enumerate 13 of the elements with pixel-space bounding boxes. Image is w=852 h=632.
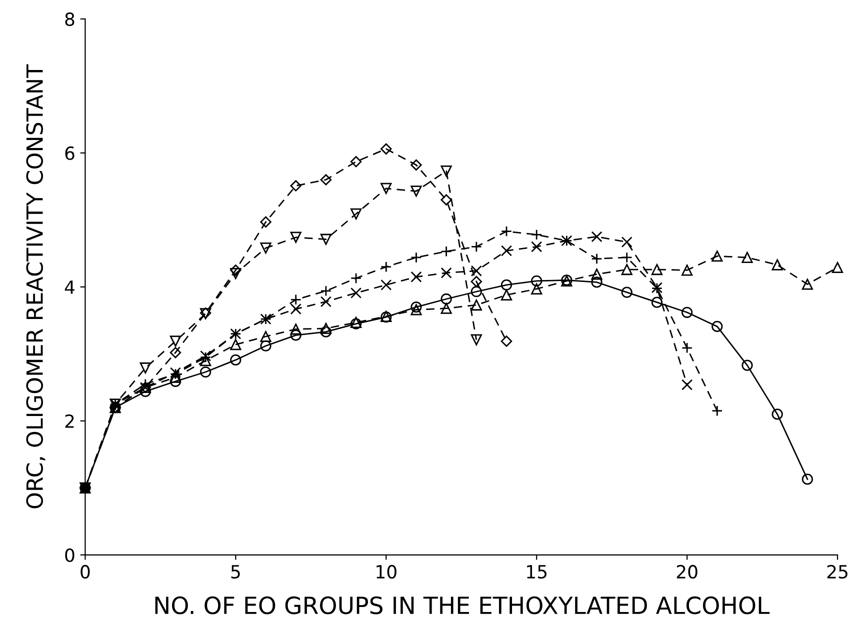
x-tick-label: 20 <box>676 564 698 579</box>
x-tick-label: 15 <box>527 565 546 579</box>
y-tick-label: 0 <box>65 548 74 562</box>
y-tick-label: 2 <box>65 414 74 428</box>
x-axis-title: NO. OF EO GROUPS IN THE ETHOXYLATED ALCOHOL <box>155 596 770 614</box>
y-tick-label: 6 <box>65 146 74 160</box>
y-tick-label: 8 <box>65 12 74 26</box>
x-tick-label: 0 <box>80 564 90 579</box>
y-axis-title: ORC, OLIGOMER REACTIVITY CONSTANT <box>26 64 46 508</box>
x-tick-label: 5 <box>231 565 240 579</box>
x-tick-label: 25 <box>827 564 848 579</box>
x-tick-label: 10 <box>376 564 396 579</box>
y-tick-label: 4 <box>64 280 74 294</box>
